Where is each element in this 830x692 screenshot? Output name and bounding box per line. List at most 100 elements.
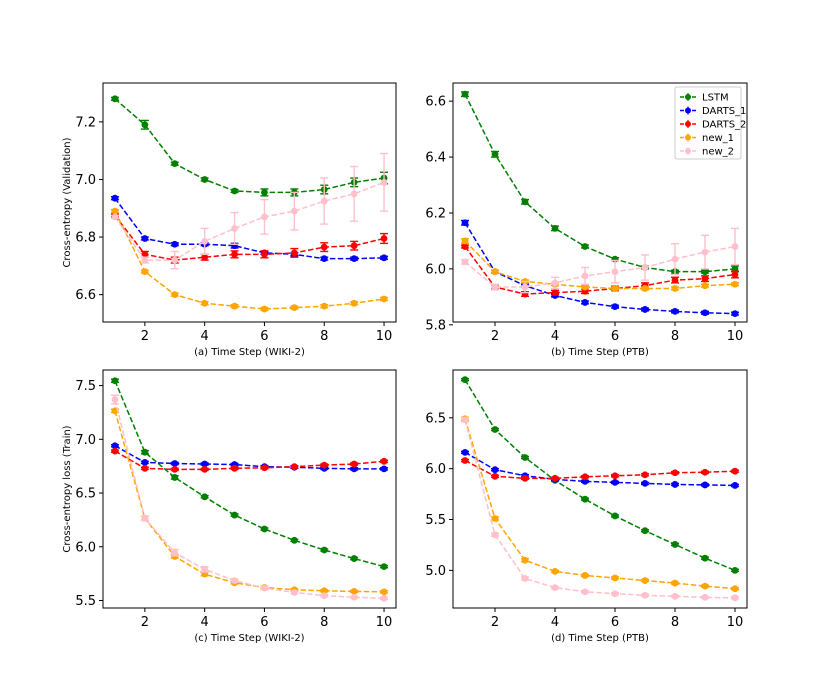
- data-point: [380, 563, 388, 571]
- series-darts-2: [461, 457, 739, 482]
- legend-label: DARTS_1: [702, 106, 746, 117]
- data-point: [611, 268, 619, 276]
- data-point: [290, 249, 298, 257]
- data-point: [731, 310, 739, 318]
- data-point: [380, 254, 388, 262]
- data-point: [461, 219, 469, 227]
- data-point: [551, 279, 559, 287]
- data-point: [111, 447, 119, 455]
- y-tick-label: 6.4: [425, 151, 446, 166]
- data-point: [231, 464, 238, 472]
- series-darts-2: [461, 243, 739, 298]
- y-tick-label: 5.5: [75, 594, 96, 609]
- y-tick-label: 6.0: [425, 262, 446, 277]
- data-point: [290, 536, 298, 544]
- legend-marker: [685, 148, 691, 154]
- x-tick-label: 6: [260, 329, 268, 344]
- x-axis-label: (d) Time Step (PTB): [551, 633, 649, 644]
- x-tick-label: 2: [491, 615, 499, 630]
- x-tick-label: 4: [201, 329, 209, 344]
- data-point: [641, 471, 649, 479]
- data-point: [171, 240, 179, 248]
- legend-marker: [685, 94, 691, 100]
- data-point: [491, 426, 499, 433]
- x-tick-label: 6: [611, 615, 619, 630]
- y-tick-label: 7.0: [75, 173, 96, 188]
- data-point: [141, 121, 149, 129]
- x-tick-label: 6: [260, 615, 268, 630]
- legend-item: DARTS_2: [680, 120, 746, 131]
- data-point: [641, 264, 649, 271]
- data-point: [671, 276, 679, 284]
- data-point: [171, 256, 179, 264]
- data-point: [201, 460, 209, 468]
- data-point: [581, 588, 589, 596]
- data-point: [581, 272, 589, 280]
- chart-panel-4: 2 4 6 8 10 5.0 5.5 6.0 6.5 (d) Time Step (PTB): [425, 369, 748, 644]
- data-point: [491, 283, 499, 291]
- data-point: [231, 511, 238, 519]
- data-point: [701, 468, 709, 476]
- data-point: [671, 307, 679, 315]
- data-point: [350, 190, 358, 198]
- series-lstm: [461, 376, 739, 574]
- series-darts-2: [110, 447, 389, 473]
- data-point: [171, 474, 179, 481]
- data-point: [641, 527, 649, 535]
- data-point: [701, 593, 709, 601]
- chart-panel-2: 2 4 6 8 10 5.8 6.0 6.2 6.4 6.6 (b) Time Step (PTB)…: [425, 82, 748, 358]
- data-point: [461, 90, 469, 98]
- data-point: [611, 303, 619, 311]
- legend-box: [674, 86, 742, 160]
- data-point: [320, 587, 328, 595]
- data-point: [201, 465, 209, 473]
- data-point: [261, 464, 268, 472]
- data-point: [731, 566, 739, 574]
- data-point: [701, 275, 709, 283]
- data-point: [320, 197, 328, 205]
- data-point: [461, 416, 469, 424]
- y-tick-label: 5.8: [425, 318, 446, 333]
- data-point: [350, 255, 358, 263]
- legend-label: new_1: [702, 133, 734, 144]
- data-point: [350, 593, 358, 601]
- data-point: [350, 555, 358, 562]
- series-line: [114, 380, 385, 568]
- data-point: [491, 268, 499, 276]
- data-point: [701, 309, 709, 317]
- series-lstm: [110, 95, 389, 197]
- series-line: [114, 450, 385, 471]
- series-new-1: [110, 207, 389, 313]
- x-tick-label: 10: [727, 329, 744, 344]
- data-point: [350, 460, 358, 468]
- series-new-1: [461, 415, 739, 593]
- data-point: [231, 187, 238, 195]
- data-point: [701, 282, 709, 290]
- legend-item: new_2: [680, 147, 734, 158]
- data-point: [350, 242, 358, 250]
- data-point: [491, 515, 499, 522]
- series-new-2: [110, 152, 389, 270]
- data-point: [701, 481, 709, 489]
- x-axis-label: (a) Time Step (WIKI-2): [194, 347, 305, 358]
- data-point: [290, 207, 298, 215]
- data-point: [611, 590, 619, 598]
- legend-label: new_2: [702, 147, 734, 158]
- x-tick-label: 8: [671, 615, 679, 630]
- data-point: [671, 285, 679, 292]
- data-point: [141, 250, 149, 258]
- data-point: [320, 255, 328, 263]
- chart-panel-1: 2 4 6 8 10 6.6 6.8 7.0 7.2 (a) Time Step (WIKI-2)…: [62, 82, 397, 358]
- data-point: [521, 556, 529, 564]
- data-point: [491, 531, 499, 539]
- legend-item: LSTM: [680, 93, 729, 104]
- data-point: [731, 280, 739, 288]
- x-axis-label: (b) Time Step (PTB): [551, 347, 649, 358]
- series-line: [114, 181, 385, 261]
- data-point: [141, 268, 149, 276]
- x-tick-label: 4: [201, 615, 209, 630]
- data-point: [380, 295, 388, 303]
- data-point: [261, 189, 268, 196]
- data-point: [641, 285, 649, 292]
- y-tick-label: 6.2: [425, 206, 446, 221]
